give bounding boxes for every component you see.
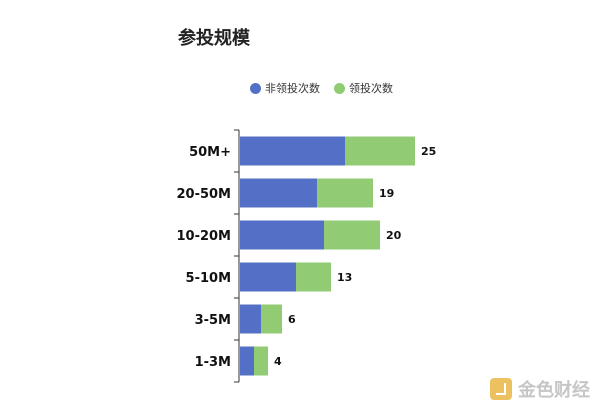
bar-non-lead — [240, 262, 296, 292]
total-value-label: 13 — [337, 271, 352, 284]
bar-non-lead — [240, 346, 254, 376]
total-value-label: 4 — [274, 355, 282, 368]
bar-non-lead — [240, 178, 317, 208]
total-value-label: 25 — [421, 145, 436, 158]
total-value-label: 19 — [379, 187, 394, 200]
category-label: 10-20M — [176, 229, 231, 244]
legend: 非领投次数 领投次数 — [250, 80, 393, 96]
legend-label-lead: 领投次数 — [349, 82, 393, 95]
watermark-logo-icon — [490, 378, 512, 400]
bar-non-lead — [240, 220, 324, 250]
category-label: 20-50M — [176, 187, 231, 202]
watermark-text: 金色财经 — [518, 380, 590, 401]
bar-lead — [324, 220, 380, 250]
total-value-label: 20 — [386, 229, 402, 242]
legend-swatch-non-lead — [250, 82, 261, 94]
bar-lead — [254, 346, 268, 376]
bar-lead — [317, 178, 373, 208]
category-label: 3-5M — [195, 313, 231, 328]
bar-lead — [345, 136, 415, 166]
legend-item-lead[interactable]: 领投次数 — [334, 80, 393, 96]
legend-label-non-lead: 非领投次数 — [265, 82, 320, 95]
category-label: 5-10M — [186, 271, 231, 286]
bar-lead — [296, 262, 331, 292]
category-label: 1-3M — [195, 355, 231, 370]
bar-non-lead — [240, 136, 345, 166]
legend-swatch-lead — [334, 82, 345, 94]
total-value-label: 6 — [288, 313, 296, 326]
chart-title: 参投规模 — [178, 28, 250, 49]
legend-item-non-lead[interactable]: 非领投次数 — [250, 80, 320, 96]
bar-lead — [261, 304, 282, 334]
bar-non-lead — [240, 304, 261, 334]
category-label: 50M+ — [189, 145, 231, 160]
watermark: 金色财经 — [490, 376, 590, 402]
